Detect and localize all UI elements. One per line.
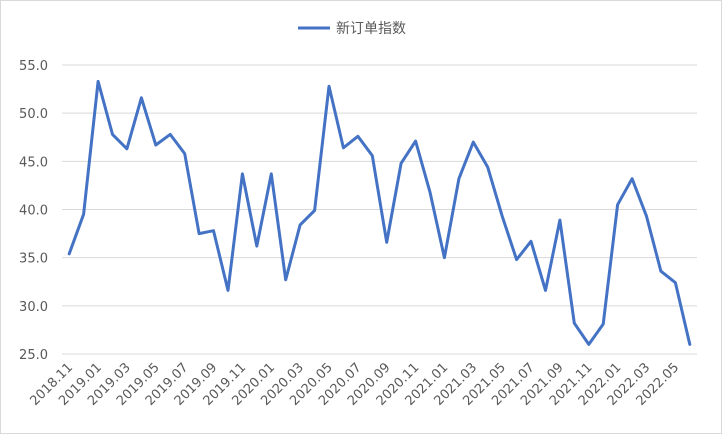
y-tick-label: 25.0: [19, 348, 48, 363]
y-tick-label: 55.0: [19, 59, 48, 74]
y-tick-label: 35.0: [19, 252, 48, 267]
y-tick-label: 50.0: [19, 107, 48, 122]
y-tick-label: 30.0: [19, 300, 48, 315]
y-tick-label: 40.0: [19, 204, 48, 219]
legend-label: 新订单指数: [336, 21, 406, 37]
data-line: [67, 79, 692, 346]
y-tick-label: 45.0: [19, 155, 48, 170]
